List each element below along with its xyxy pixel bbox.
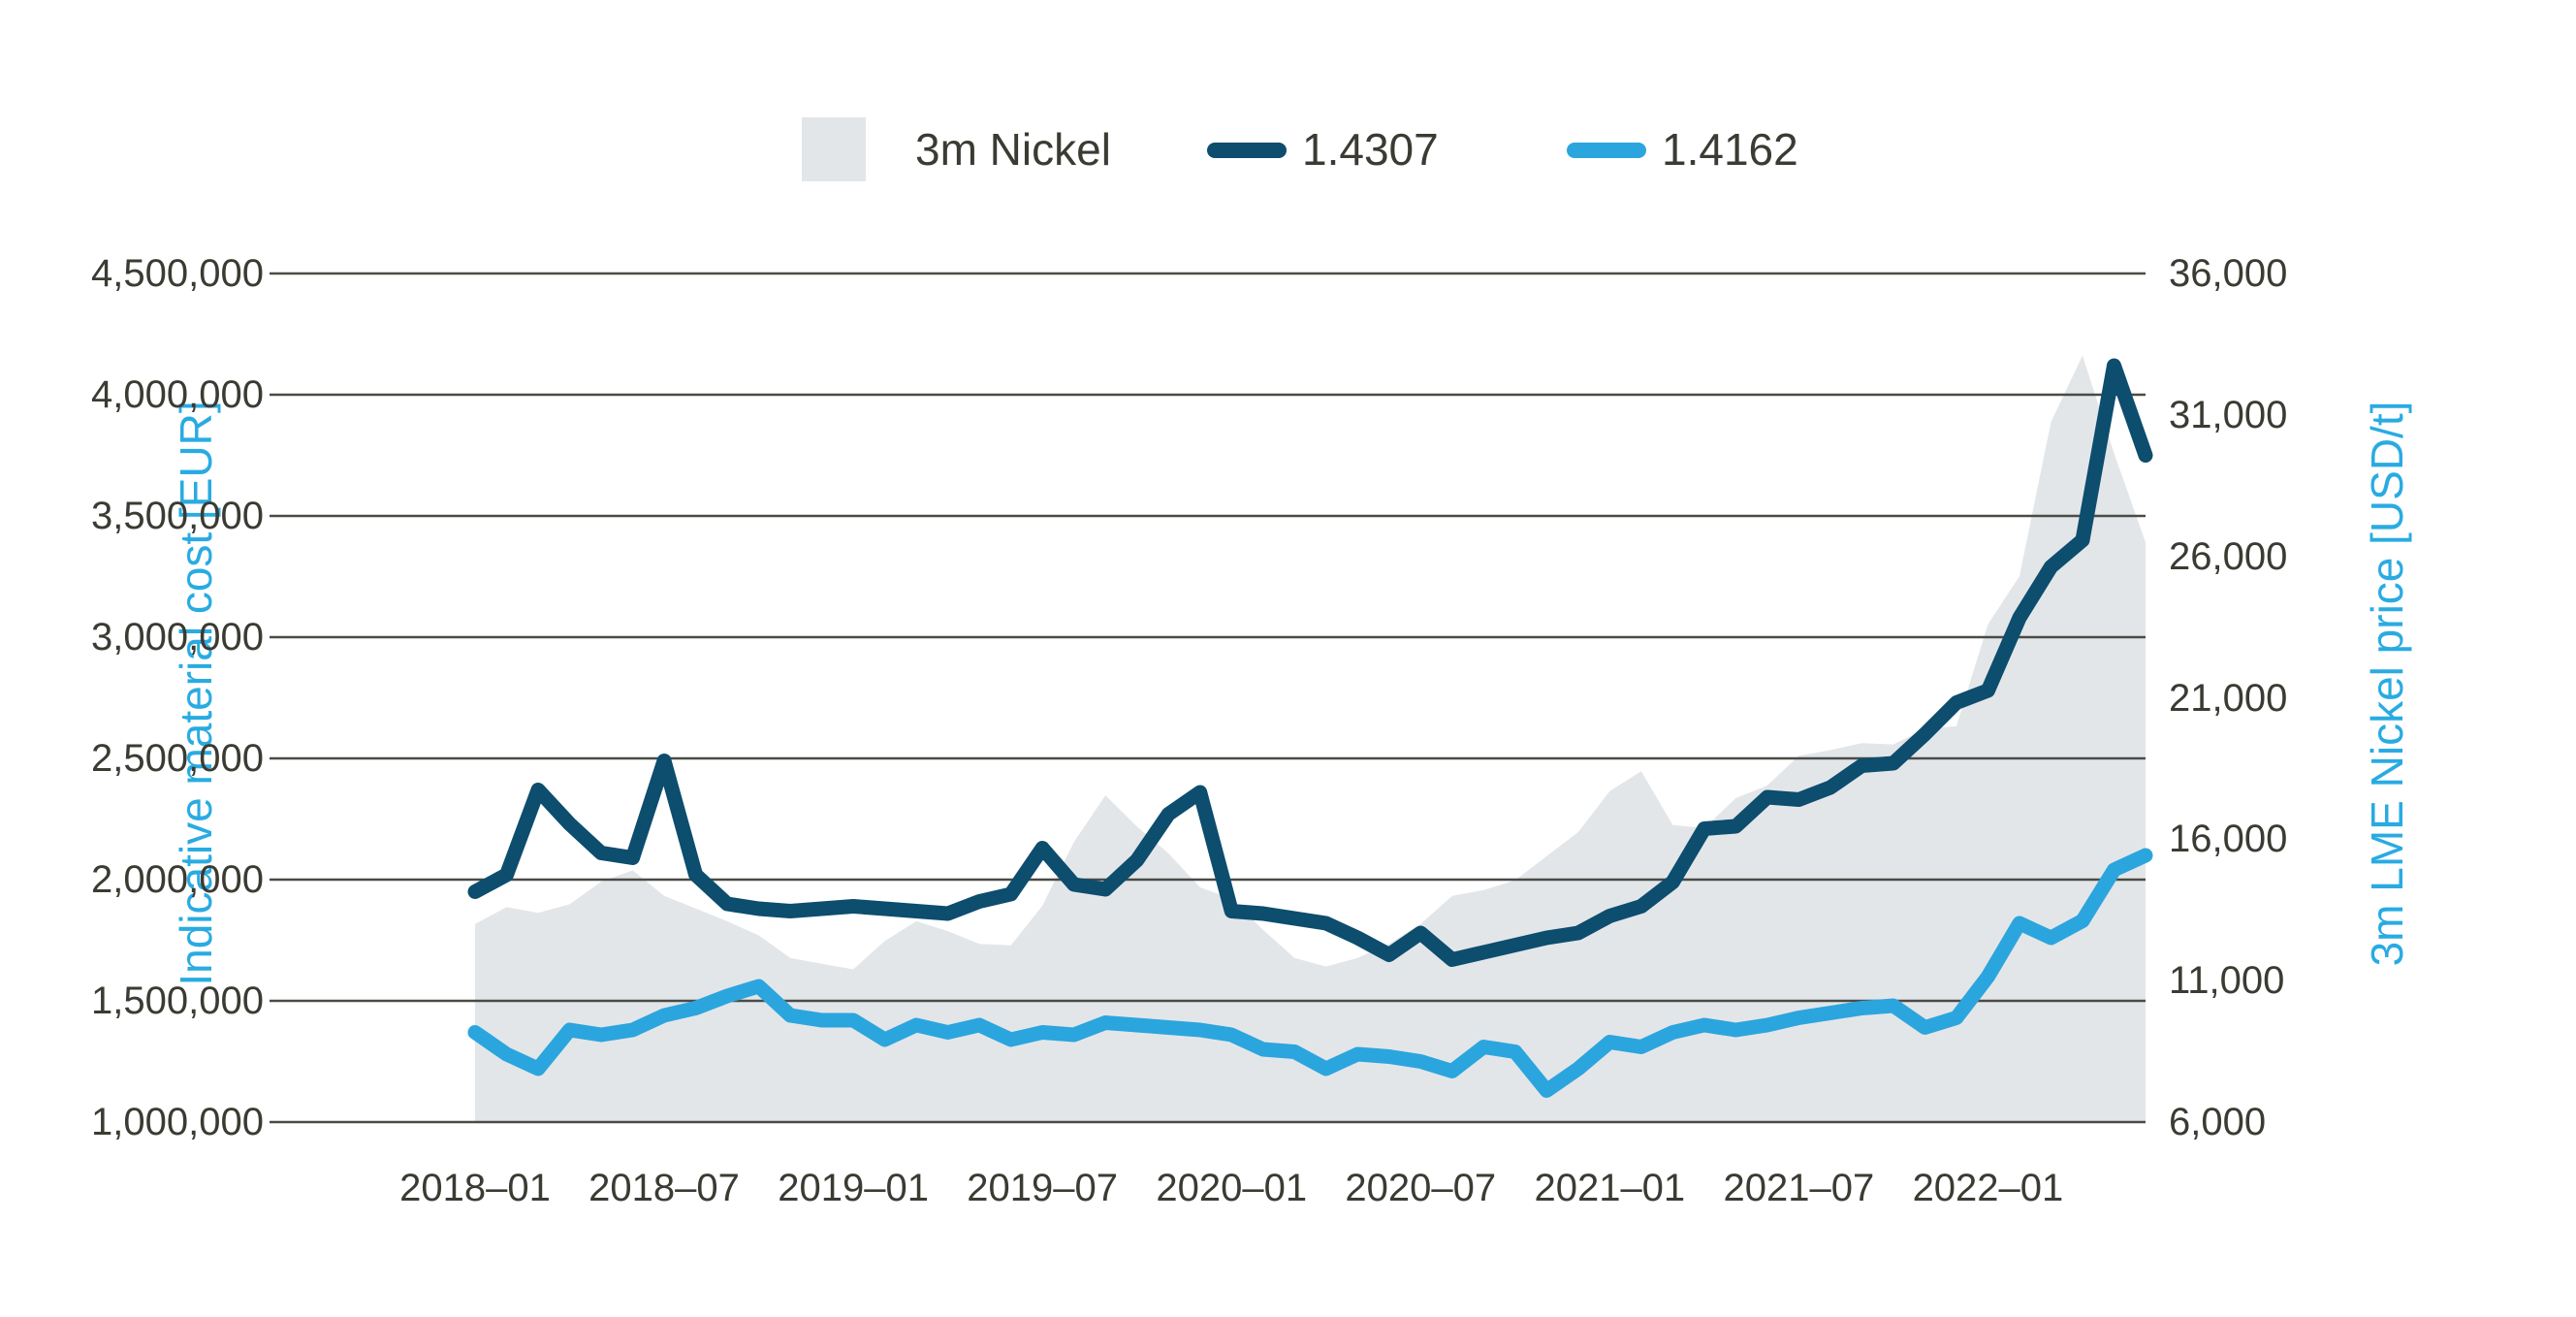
- x-tick-label: 2018–01: [399, 1167, 551, 1209]
- y-right-tick-label: 6,000: [2169, 1101, 2267, 1143]
- y-right-tick-label: 11,000: [2169, 959, 2285, 1003]
- y-left-tick-label: 4,000,000: [91, 373, 264, 416]
- y-left-tick-label: 1,500,000: [91, 980, 264, 1022]
- legend-swatch-area: [802, 117, 866, 181]
- x-tick-label: 2019–01: [778, 1167, 929, 1209]
- y-left-tick-label: 2,000,000: [91, 858, 264, 901]
- legend-label-1-4162: 1.4162: [1662, 124, 1798, 175]
- y-left-tick-label: 1,000,000: [91, 1101, 264, 1143]
- x-tick-label: 2019–07: [967, 1167, 1119, 1209]
- y-left-tick-label: 4,500,000: [91, 252, 264, 295]
- y-right-tick-label: 26,000: [2169, 534, 2288, 578]
- y-right-tick-label: 36,000: [2169, 252, 2288, 295]
- x-tick-label: 2020–07: [1345, 1167, 1497, 1209]
- x-tick-label: 2018–07: [588, 1167, 740, 1209]
- y-left-tick-label: 3,000,000: [91, 616, 264, 658]
- y-left-tick-label: 3,500,000: [91, 495, 264, 537]
- series-line-1-4162: [467, 848, 2153, 1098]
- legend-label-3m-nickel: 3m Nickel: [915, 124, 1111, 175]
- y-left-tick-label: 2,500,000: [91, 737, 264, 780]
- y-right-tick-label: 31,000: [2169, 393, 2288, 436]
- x-tick-label: 2021–07: [1723, 1167, 1875, 1209]
- legend-label-1-4307: 1.4307: [1302, 124, 1439, 175]
- legend-swatch-1-4307: [1207, 143, 1287, 158]
- legend-swatch-1-4162: [1567, 143, 1646, 158]
- x-tick-label: 2022–01: [1912, 1167, 2064, 1209]
- x-tick-label: 2021–01: [1534, 1167, 1686, 1209]
- y-right-tick-label: 16,000: [2169, 818, 2288, 861]
- nickel-price-area: [475, 355, 2146, 1123]
- x-tick-label: 2020–01: [1156, 1167, 1308, 1209]
- y-right-tick-label: 21,000: [2169, 676, 2288, 720]
- series-line-1-4307: [467, 358, 2153, 967]
